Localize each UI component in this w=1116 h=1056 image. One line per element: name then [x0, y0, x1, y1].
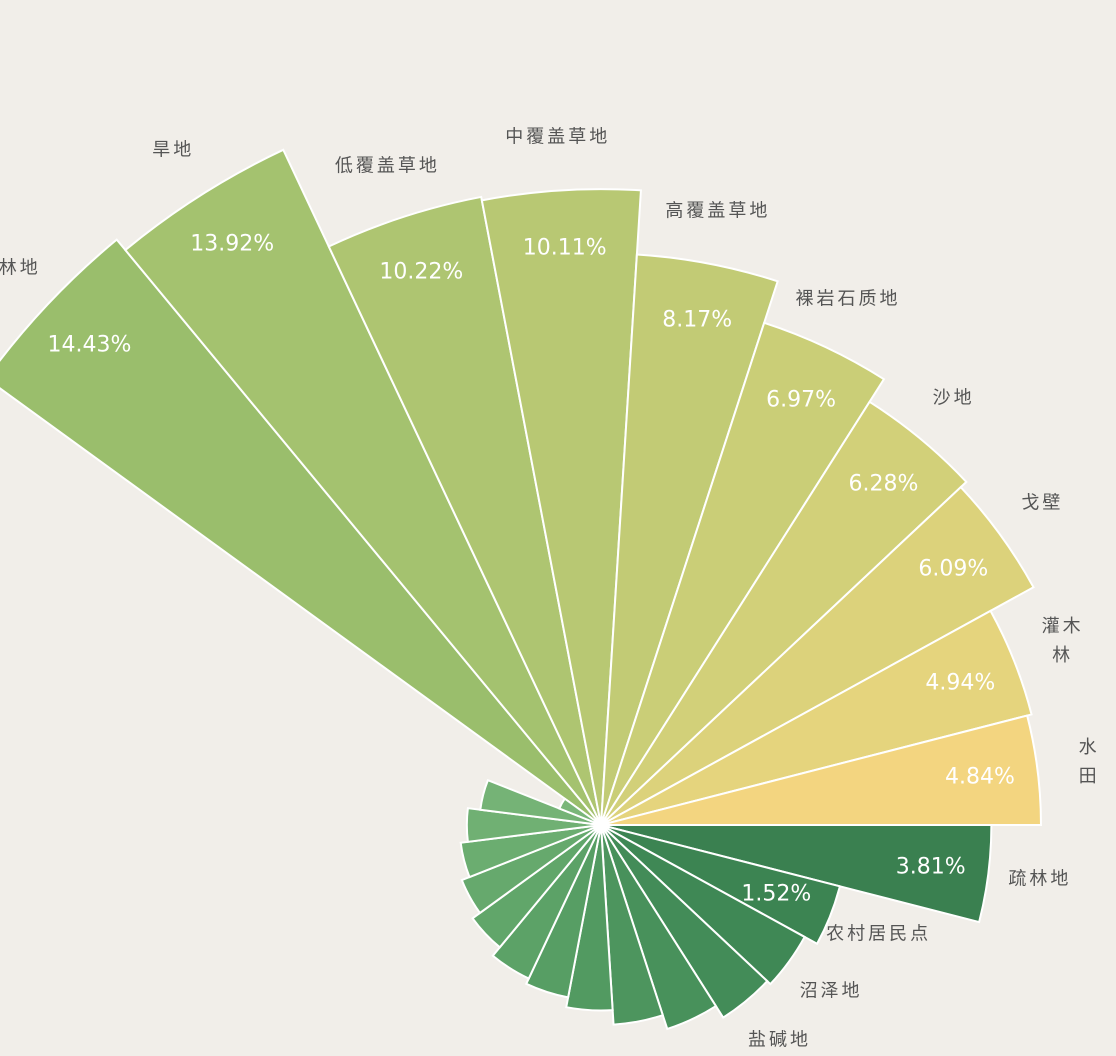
category-label: 灌木林 [1041, 616, 1084, 667]
value-label: 13.92% [190, 231, 275, 257]
rose-sector [465, 807, 602, 843]
rose-sector [600, 824, 806, 986]
rose-sector [600, 824, 665, 1026]
rose-sector [459, 824, 602, 879]
rose-sector [600, 321, 886, 826]
category-label: 旱地 [152, 139, 195, 161]
value-label: 6.09% [918, 556, 989, 582]
rose-sector [600, 824, 718, 1031]
rose-sector [600, 609, 1033, 826]
category-label: 盐碱地 [748, 1029, 811, 1051]
rose-sector [600, 824, 769, 1019]
rose-sector [558, 797, 602, 826]
rose-sector [600, 824, 842, 946]
category-label: 沙地 [932, 387, 975, 409]
value-label: 6.97% [766, 387, 837, 413]
category-label: 戈壁 [1021, 492, 1064, 514]
value-label: 4.94% [925, 670, 996, 696]
rose-sector [600, 714, 1043, 826]
value-label: 6.28% [848, 470, 919, 496]
value-label: 10.22% [379, 259, 464, 285]
category-label: 裸岩石质地 [795, 288, 901, 310]
value-label: 10.11% [522, 235, 607, 261]
category-label: 沼泽地 [799, 980, 863, 1002]
category-label: 有林地 [0, 257, 41, 279]
rose-sector [327, 195, 602, 826]
rose-sector [123, 148, 602, 826]
value-label: 3.81% [895, 854, 966, 880]
category-label: 水田 [1078, 737, 1100, 788]
rose-sector [480, 188, 642, 826]
category-label: 高覆盖草地 [665, 200, 771, 222]
category-label: 农村居民点 [826, 923, 932, 945]
category-label: 中覆盖草地 [505, 127, 611, 149]
value-label: 4.84% [945, 764, 1015, 790]
rose-sector [524, 824, 602, 999]
value-label: 1.52% [741, 881, 812, 907]
rose-sector [600, 400, 968, 826]
rose-sector [491, 824, 602, 980]
rose-sector [471, 824, 602, 949]
rose-sector [600, 485, 1035, 826]
category-label: 疏林地 [1008, 869, 1072, 891]
rose-sector [0, 238, 602, 826]
value-label: 14.43% [47, 332, 132, 358]
rose-sector [460, 824, 602, 915]
rose-sector [600, 253, 779, 826]
rose-sector [565, 824, 614, 1012]
category-label: 低覆盖草地 [334, 156, 440, 178]
value-label: 8.17% [662, 307, 733, 333]
